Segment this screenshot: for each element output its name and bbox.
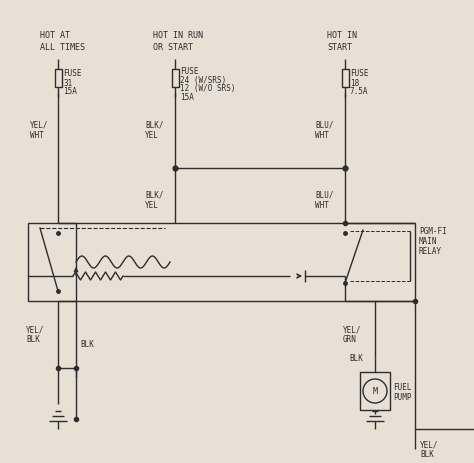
- Text: 15A: 15A: [63, 88, 77, 96]
- Text: YEL/: YEL/: [30, 120, 48, 129]
- Text: RELAY: RELAY: [419, 247, 442, 256]
- Text: 7.5A: 7.5A: [350, 88, 368, 96]
- Text: 24 (W/SRS): 24 (W/SRS): [180, 75, 226, 84]
- Text: FUEL: FUEL: [393, 383, 411, 392]
- Text: BLK: BLK: [80, 340, 94, 349]
- Text: MAIN: MAIN: [419, 237, 438, 246]
- Bar: [55, 70, 62, 88]
- Text: BLU/: BLU/: [315, 190, 334, 199]
- Text: 12 (W/O SRS): 12 (W/O SRS): [180, 84, 236, 94]
- Text: BLK/: BLK/: [145, 120, 164, 129]
- Bar: [172, 70, 179, 88]
- Text: BLU/: BLU/: [315, 120, 334, 129]
- Bar: [28, 224, 415, 301]
- Text: YEL: YEL: [145, 130, 159, 139]
- Text: 31: 31: [63, 78, 72, 88]
- Text: PGM-FI: PGM-FI: [419, 227, 447, 236]
- Text: 18: 18: [350, 78, 359, 88]
- Text: YEL/: YEL/: [26, 325, 45, 334]
- Text: START: START: [327, 44, 352, 52]
- Text: BLK: BLK: [349, 354, 363, 363]
- Text: GRN: GRN: [343, 335, 357, 344]
- Text: BLK/: BLK/: [145, 190, 164, 199]
- Text: BLK: BLK: [26, 335, 40, 344]
- Text: ALL TIMES: ALL TIMES: [40, 44, 85, 52]
- Text: YEL: YEL: [145, 200, 159, 209]
- Text: WHT: WHT: [30, 130, 44, 139]
- Text: YEL/: YEL/: [420, 439, 438, 449]
- Text: WHT: WHT: [315, 130, 329, 139]
- Text: HOT AT: HOT AT: [40, 31, 70, 40]
- Text: PUMP: PUMP: [393, 393, 411, 401]
- Text: M: M: [373, 387, 377, 396]
- Text: YEL/: YEL/: [343, 325, 362, 334]
- Text: OR START: OR START: [153, 44, 193, 52]
- Text: FUSE: FUSE: [350, 69, 368, 78]
- Text: HOT IN: HOT IN: [327, 31, 357, 40]
- Text: FUSE: FUSE: [63, 69, 82, 78]
- Text: 15A: 15A: [180, 94, 194, 102]
- Text: BLK: BLK: [420, 450, 434, 458]
- Bar: [360, 372, 390, 410]
- Bar: [342, 70, 349, 88]
- Text: HOT IN RUN: HOT IN RUN: [153, 31, 203, 40]
- Text: WHT: WHT: [315, 200, 329, 209]
- Text: FUSE: FUSE: [180, 66, 199, 75]
